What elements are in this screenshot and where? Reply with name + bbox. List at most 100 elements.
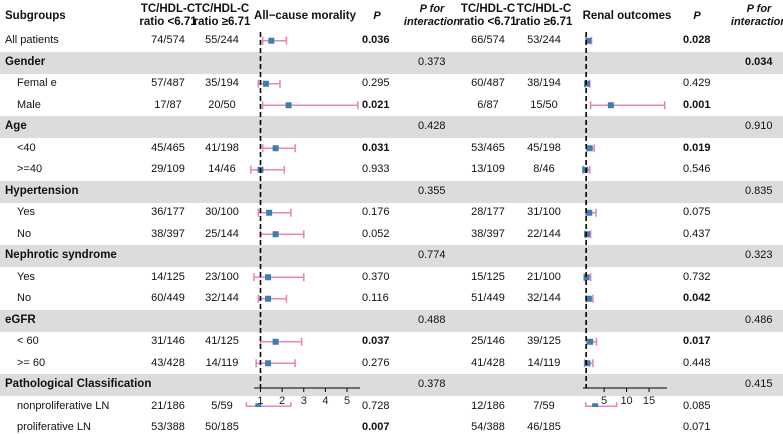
amr-point-estimate bbox=[266, 209, 273, 216]
renal-p-interaction: 0.910 bbox=[745, 120, 773, 133]
amr-tick-label: 5 bbox=[344, 395, 350, 407]
subgroup-label: proliferative LN bbox=[17, 421, 91, 434]
amr-count-low: 38/397 bbox=[151, 227, 185, 240]
renal-count-high: 45/198 bbox=[527, 141, 561, 154]
amr-count-high: 14/119 bbox=[205, 356, 239, 369]
amr-p-interaction: 0.373 bbox=[418, 55, 446, 68]
renal-point-estimate bbox=[582, 166, 589, 173]
renal-p-value: 0.546 bbox=[683, 163, 711, 176]
renal-p-value: 0.017 bbox=[683, 335, 711, 348]
renal-p-interaction: 0.835 bbox=[745, 184, 773, 197]
amr-count-low: 17/87 bbox=[154, 98, 182, 111]
amr-p-value: 0.007 bbox=[362, 421, 390, 434]
amr-count-low: 53/388 bbox=[151, 421, 185, 434]
amr-point-estimate bbox=[265, 274, 272, 281]
amr-point-estimate bbox=[262, 80, 269, 87]
amr-count-high: 32/144 bbox=[205, 292, 239, 305]
renal-count-low: 15/125 bbox=[471, 270, 505, 283]
renal-count-low: 41/428 bbox=[471, 356, 505, 369]
header-subgroups: Subgroups bbox=[5, 10, 66, 22]
amr-count-low: 43/428 bbox=[151, 356, 185, 369]
amr-p-value: 0.116 bbox=[362, 292, 389, 305]
forest-plots: 1 2 3 4 5 5 10 15 bbox=[245, 32, 667, 407]
header-ren-ratio-high-line1: TC/HDL-C bbox=[516, 3, 572, 15]
group-band bbox=[0, 245, 783, 267]
amr-p-value: 0.037 bbox=[362, 335, 390, 348]
renal-p-value: 0.437 bbox=[683, 227, 711, 240]
group-label: Age bbox=[5, 120, 27, 133]
header-ren-ratio-low-line2: ratio <6.71 bbox=[459, 16, 517, 28]
amr-point-estimate bbox=[268, 37, 275, 44]
amr-p-value: 0.036 bbox=[362, 34, 390, 47]
subgroup-label: >=40 bbox=[17, 163, 43, 176]
renal-point-estimate bbox=[607, 102, 614, 109]
header-amr-p: P bbox=[373, 10, 381, 22]
amr-p-value: 0.176 bbox=[362, 206, 390, 219]
renal-p-value: 0.429 bbox=[683, 77, 711, 90]
renal-count-high: 15/50 bbox=[530, 98, 558, 111]
renal-count-high: 22/144 bbox=[527, 227, 561, 240]
renal-count-high: 39/125 bbox=[527, 335, 561, 348]
renal-point-estimate bbox=[583, 274, 590, 281]
renal-point-estimate bbox=[585, 295, 592, 302]
renal-point-estimate bbox=[585, 37, 592, 44]
group-band bbox=[0, 116, 783, 138]
amr-point-estimate bbox=[272, 338, 279, 345]
header-ren-ratio-low-line1: TC/HDL-C bbox=[460, 3, 516, 15]
amr-tick-label: 1 bbox=[257, 395, 263, 407]
renal-point-estimate bbox=[584, 80, 591, 87]
group-label: Hypertension bbox=[5, 184, 79, 197]
renal-point-estimate bbox=[584, 360, 591, 367]
amr-point-estimate bbox=[255, 403, 262, 407]
header-ratio-high-line2: ratio ≥6.71 bbox=[193, 16, 251, 28]
amr-count-high: 41/198 bbox=[205, 141, 239, 154]
amr-tick-label: 3 bbox=[301, 395, 307, 407]
amr-count-low: 74/574 bbox=[151, 34, 185, 47]
subgroup-label: Yes bbox=[17, 206, 35, 219]
group-band bbox=[0, 51, 783, 74]
renal-count-high: 14/119 bbox=[527, 356, 561, 369]
renal-p-value: 0.001 bbox=[683, 98, 711, 111]
subgroup-label: Male bbox=[17, 98, 41, 111]
renal-point-estimate bbox=[587, 338, 594, 345]
renal-p-interaction: 0.034 bbox=[745, 55, 773, 68]
header-amr-pint-line2: interaction bbox=[403, 16, 461, 28]
amr-p-value: 0.052 bbox=[362, 227, 390, 240]
header-ratio-low-line1: TC/HDL-C bbox=[140, 3, 196, 15]
amr-tick-label: 4 bbox=[322, 395, 328, 407]
group-band bbox=[0, 374, 783, 396]
group-label: Gender bbox=[5, 55, 46, 68]
amr-p-interaction: 0.428 bbox=[418, 120, 446, 133]
renal-p-interaction: 0.323 bbox=[745, 249, 773, 262]
subgroup-label: Femal e bbox=[17, 77, 57, 90]
header-ren-pint-line1: P for bbox=[746, 3, 772, 15]
amr-point-estimate bbox=[272, 145, 279, 152]
header-ratio-low-line2: ratio <6.71 bbox=[139, 16, 197, 28]
renal-p-value: 0.028 bbox=[683, 34, 711, 47]
renal-p-value: 0.075 bbox=[683, 206, 711, 219]
renal-point-estimate bbox=[586, 209, 593, 216]
amr-point-estimate bbox=[265, 360, 272, 367]
group-label: Nephrotic syndrome bbox=[5, 249, 117, 262]
amr-p-value: 0.295 bbox=[362, 77, 390, 90]
renal-p-interaction: 0.415 bbox=[745, 378, 773, 391]
amr-count-low: 31/146 bbox=[151, 335, 185, 348]
renal-tick-label: 15 bbox=[643, 395, 655, 407]
amr-p-value: 0.933 bbox=[362, 163, 390, 176]
amr-p-interaction: 0.774 bbox=[418, 249, 446, 262]
renal-count-low: 60/487 bbox=[471, 77, 505, 90]
renal-count-low: 51/449 bbox=[471, 292, 505, 305]
amr-count-low: 14/125 bbox=[151, 270, 185, 283]
amr-count-high: 20/50 bbox=[208, 98, 236, 111]
subgroup-label: <40 bbox=[17, 141, 36, 154]
group-label: Pathological Classification bbox=[5, 378, 152, 391]
renal-count-high: 8/46 bbox=[533, 163, 555, 176]
renal-p-value: 0.732 bbox=[683, 270, 711, 283]
header-amr-title: All−cause morality bbox=[254, 10, 356, 22]
amr-count-high: 30/100 bbox=[205, 206, 239, 219]
subgroup-label: < 60 bbox=[17, 335, 39, 348]
renal-count-low: 28/177 bbox=[471, 206, 505, 219]
renal-p-value: 0.071 bbox=[683, 421, 711, 434]
amr-count-low: 29/109 bbox=[151, 163, 185, 176]
renal-tick-label: 10 bbox=[620, 395, 632, 407]
